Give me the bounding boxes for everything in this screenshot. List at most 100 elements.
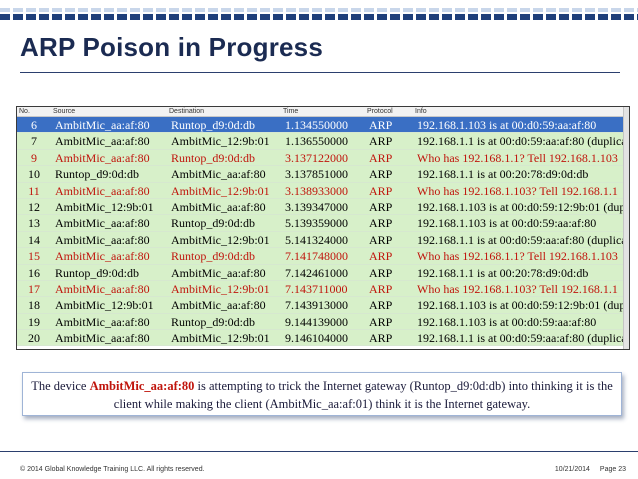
packet-protocol: ARP [369,118,393,132]
packet-destination: AmbitMic_12:9b:01 [171,232,270,247]
packet-info: 192.168.1.1 is at 00:d0:59:aa:af:80 (dup… [417,232,629,247]
packet-list: 6 AmbitMic_aa:af:80 Runtop_d9:0d:db 1.13455… [17,117,629,347]
callout-text-start: The device [31,379,90,393]
column-header-source[interactable]: Source [53,108,76,115]
packet-row[interactable]: 9 AmbitMic_aa:af:80 Runtop_d9:0d:db 3.13712… [17,149,629,167]
callout-text-rest: is attempting to trick the Internet gate… [113,379,613,411]
packet-time: 5.141324000 [285,232,348,247]
packet-destination: AmbitMic_12:9b:01 [171,134,270,149]
packet-time: 3.137122000 [285,150,348,165]
packet-source: Runtop_d9:0d:db [55,167,140,182]
packet-info: 192.168.1.1 is at 00:20:78:d9:0d:db [417,265,589,280]
packet-protocol: ARP [369,331,393,346]
column-header-protocol[interactable]: Protocol [367,108,393,115]
packet-protocol: ARP [369,298,393,313]
packet-protocol: ARP [369,183,393,198]
header-dash-light [0,8,638,12]
packet-no: 17 [28,281,40,296]
packet-row[interactable]: 17 AmbitMic_aa:af:80 AmbitMic_12:9b:01 7.14… [17,280,629,298]
packet-time: 3.137851000 [285,167,348,182]
packet-destination: AmbitMic_aa:af:80 [171,265,266,280]
packet-destination: Runtop_d9:0d:db [171,118,256,132]
packet-list-header: No. Source Destination Time Protocol Inf… [17,107,629,117]
packet-destination: AmbitMic_aa:af:80 [171,199,266,214]
packet-source: AmbitMic_aa:af:80 [55,232,150,247]
column-header-destination[interactable]: Destination [169,108,205,115]
packet-no: 9 [31,150,37,165]
packet-protocol: ARP [369,167,393,182]
callout-highlight-device: AmbitMic_aa:af:80 [89,379,195,393]
packet-info: 192.168.1.1 is at 00:20:78:d9:0d:db [417,167,589,182]
packet-protocol: ARP [369,232,393,247]
packet-destination: Runtop_d9:0d:db [171,150,256,165]
packet-time: 3.138933000 [285,183,348,198]
packet-source: AmbitMic_aa:af:80 [55,314,150,329]
footer-date: 10/21/2014 [554,466,590,473]
packet-time: 7.143711000 [285,281,348,296]
packet-protocol: ARP [369,265,393,280]
packet-destination: AmbitMic_aa:af:80 [171,167,266,182]
column-header-time[interactable]: Time [283,108,299,115]
packet-source: AmbitMic_12:9b:01 [55,199,154,214]
packet-protocol: ARP [369,216,393,231]
header-band [0,0,638,22]
packet-destination: AmbitMic_12:9b:01 [171,281,270,296]
packet-protocol: ARP [369,199,393,214]
packet-info: Who has 192.168.1.103? Tell 192.168.1.1 [417,183,618,198]
packet-row[interactable]: 16 Runtop_d9:0d:db AmbitMic_aa:af:80 7.1424… [17,264,629,281]
packet-destination: Runtop_d9:0d:db [171,314,256,329]
packet-no: 20 [28,331,40,346]
packet-time: 9.144139000 [285,314,348,329]
packet-protocol: ARP [369,281,393,296]
scrollbar[interactable] [623,107,629,349]
packet-info: Who has 192.168.1.1? Tell 192.168.1.103 [417,150,618,165]
packet-capture-table: No. Source Destination Time Protocol Inf… [16,106,630,350]
column-header-info[interactable]: Info [415,108,427,115]
packet-time: 3.139347000 [285,199,348,214]
packet-row[interactable]: 7 AmbitMic_aa:af:80 AmbitMic_12:9b:01 1.136… [17,133,629,150]
packet-destination: AmbitMic_aa:af:80 [171,298,266,313]
packet-no: 7 [31,134,37,149]
packet-info: 192.168.1.103 is at 00:d0:59:12:9b:01 (d… [417,298,629,313]
column-header-no[interactable]: No. [19,108,30,115]
packet-source: AmbitMic_12:9b:01 [55,298,154,313]
packet-info: 192.168.1.103 is at 00:d0:59:12:9b:01 (d… [417,199,629,214]
footer-divider [0,451,638,452]
packet-time: 1.134550000 [285,118,348,132]
packet-info: 192.168.1.1 is at 00:d0:59:aa:af:80 (dup… [417,134,629,149]
packet-no: 15 [28,249,40,264]
packet-destination: Runtop_d9:0d:db [171,216,256,231]
packet-source: AmbitMic_aa:af:80 [55,150,150,165]
packet-source: Runtop_d9:0d:db [55,265,140,280]
packet-row[interactable]: 18 AmbitMic_12:9b:01 AmbitMic_aa:af:80 7.14… [17,297,629,314]
packet-time: 9.146104000 [285,331,348,346]
packet-row[interactable]: 20 AmbitMic_aa:af:80 AmbitMic_12:9b:01 9.14… [17,330,629,347]
packet-source: AmbitMic_aa:af:80 [55,183,150,198]
packet-info: 192.168.1.103 is at 00:d0:59:aa:af:80 [417,314,597,329]
packet-time: 5.139359000 [285,216,348,231]
packet-source: AmbitMic_aa:af:80 [55,331,150,346]
packet-row[interactable]: 19 AmbitMic_aa:af:80 Runtop_d9:0d:db 9.1441… [17,313,629,331]
packet-protocol: ARP [369,150,393,165]
packet-destination: AmbitMic_12:9b:01 [171,183,270,198]
packet-row[interactable]: 13 AmbitMic_aa:af:80 Runtop_d9:0d:db 5.1393… [17,215,629,232]
packet-no: 12 [28,199,40,214]
packet-no: 6 [31,118,37,132]
packet-info: 192.168.1.103 is at 00:d0:59:aa:af:80 [417,118,597,132]
packet-protocol: ARP [369,314,393,329]
packet-time: 7.142461000 [285,265,348,280]
packet-source: AmbitMic_aa:af:80 [55,281,150,296]
packet-no: 10 [28,167,40,182]
packet-no: 14 [28,232,40,247]
packet-destination: AmbitMic_12:9b:01 [171,331,270,346]
packet-row[interactable]: 14 AmbitMic_aa:af:80 AmbitMic_12:9b:01 5.14… [17,231,629,249]
packet-row[interactable]: 6 AmbitMic_aa:af:80 Runtop_d9:0d:db 1.13455… [17,117,629,134]
packet-row[interactable]: 15 AmbitMic_aa:af:80 Runtop_d9:0d:db 7.1417… [17,248,629,265]
packet-no: 13 [28,216,40,231]
packet-row[interactable]: 10 Runtop_d9:0d:db AmbitMic_aa:af:80 3.1378… [17,166,629,183]
packet-source: AmbitMic_aa:af:80 [55,118,150,132]
packet-row[interactable]: 11 AmbitMic_aa:af:80 AmbitMic_12:9b:01 3.13… [17,182,629,199]
packet-row[interactable]: 12 AmbitMic_12:9b:01 AmbitMic_aa:af:80 3.13… [17,198,629,216]
footer-meta: 10/21/2014 Page 23 [547,466,626,473]
header-dash-dark [0,14,638,20]
